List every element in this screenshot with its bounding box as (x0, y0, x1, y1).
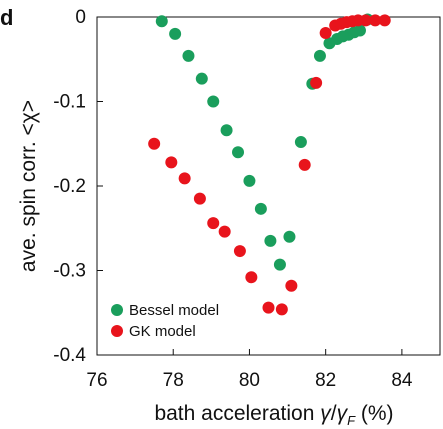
data-point (245, 271, 258, 284)
legend: Bessel model GK model (111, 302, 219, 340)
data-point (353, 24, 366, 37)
legend-label-bessel: Bessel model (129, 302, 219, 319)
y-tick-label: -0.2 (53, 176, 86, 197)
data-point (169, 27, 182, 40)
legend-label-gk: GK model (129, 323, 196, 340)
x-tick-label: 76 (86, 370, 107, 391)
x-axis-title-subscript: F (347, 413, 356, 428)
data-point (359, 14, 372, 27)
data-point (285, 279, 298, 292)
data-point (193, 192, 206, 205)
x-tick-label: 84 (391, 370, 413, 391)
plot-area (96, 13, 441, 356)
data-point (243, 174, 256, 187)
legend-marker-bessel (111, 304, 123, 316)
data-point (148, 137, 161, 150)
x-axis-title-slash: / (331, 402, 337, 425)
y-tick-label: -0.4 (53, 345, 86, 366)
data-point (264, 234, 277, 247)
x-axis-title-gamma: γ (320, 402, 332, 425)
data-point (207, 217, 220, 230)
data-point (182, 49, 195, 62)
legend-marker-gk (111, 325, 123, 337)
data-point (298, 158, 311, 171)
data-point (275, 303, 288, 316)
data-point (155, 15, 168, 28)
axis-ticks (96, 16, 403, 356)
data-point (220, 124, 233, 137)
x-axis-title-prefix: bath acceleration (154, 402, 320, 425)
x-axis-title-unit: (%) (355, 402, 394, 425)
data-point (232, 146, 245, 159)
data-point (378, 14, 391, 27)
data-point (233, 245, 246, 258)
data-point (310, 76, 323, 89)
y-tick-label: -0.3 (53, 261, 86, 282)
y-tick-labels: 0 -0.1 -0.2 -0.3 -0.4 (53, 7, 86, 366)
data-point (313, 49, 326, 62)
data-point (218, 225, 231, 238)
y-tick-label: -0.1 (53, 92, 86, 113)
x-tick-label: 82 (315, 370, 336, 391)
data-point (283, 230, 296, 243)
panel-label: d (0, 5, 13, 30)
y-axis-title: ave. spin corr. <χ> (17, 100, 40, 272)
series-gk (148, 14, 391, 316)
data-point (254, 202, 267, 215)
data-point (207, 95, 220, 108)
data-point (178, 172, 191, 185)
x-axis-title: bath acceleration γ/γF (%) (154, 402, 393, 428)
data-point (369, 14, 382, 27)
data-point (319, 27, 332, 40)
data-point (195, 72, 208, 85)
data-markers (148, 13, 391, 316)
data-point (294, 136, 307, 149)
data-point (165, 156, 178, 169)
y-tick-label: 0 (75, 7, 86, 28)
x-tick-label: 80 (239, 370, 260, 391)
series-bessel (155, 13, 374, 271)
x-axis-title-gamma-f: γ (337, 402, 349, 425)
data-point (262, 301, 275, 314)
x-tick-labels: 76 78 80 82 84 (86, 370, 412, 391)
x-tick-label: 78 (163, 370, 184, 391)
data-point (273, 258, 286, 271)
